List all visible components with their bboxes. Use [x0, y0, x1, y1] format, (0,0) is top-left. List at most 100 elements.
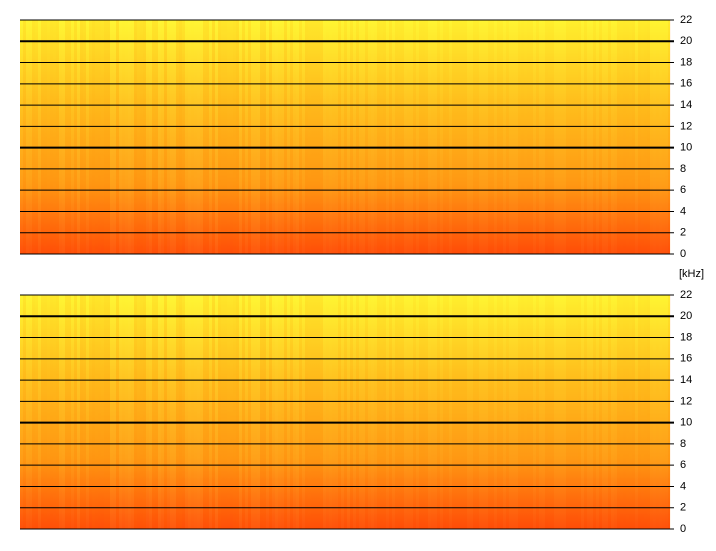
texture-stripe	[629, 295, 632, 529]
texture-stripe	[446, 295, 449, 529]
texture-stripe	[74, 295, 77, 529]
texture-stripe	[566, 20, 569, 254]
texture-stripe	[299, 295, 302, 529]
texture-stripe	[497, 20, 500, 254]
texture-stripe	[242, 20, 245, 254]
texture-stripe	[191, 295, 194, 529]
texture-stripe	[161, 20, 164, 254]
texture-stripe	[395, 295, 398, 529]
texture-stripe	[38, 20, 41, 254]
texture-stripe	[275, 295, 278, 529]
texture-stripe	[536, 20, 539, 254]
texture-stripe	[203, 295, 206, 529]
texture-stripe	[233, 20, 236, 254]
texture-stripe	[92, 20, 95, 254]
texture-stripe	[278, 295, 281, 529]
texture-stripe	[113, 20, 116, 254]
texture-stripe	[608, 20, 611, 254]
texture-stripe	[224, 295, 227, 529]
texture-stripe	[44, 20, 47, 254]
texture-stripe	[662, 295, 665, 529]
texture-stripe	[347, 20, 350, 254]
texture-stripe	[293, 20, 296, 254]
y-tick-label: 6	[680, 459, 686, 471]
texture-stripe	[527, 295, 530, 529]
texture-stripe	[500, 295, 503, 529]
texture-stripe	[473, 295, 476, 529]
texture-stripe	[416, 295, 419, 529]
texture-stripe	[569, 20, 572, 254]
y-tick-label: 18	[680, 331, 692, 343]
texture-stripe	[554, 20, 557, 254]
texture-stripe	[104, 295, 107, 529]
y-tick-label: 14	[680, 99, 692, 111]
texture-stripe	[560, 295, 563, 529]
texture-stripe	[20, 20, 23, 254]
y-tick-label: 12	[680, 395, 692, 407]
texture-stripe	[269, 20, 272, 254]
texture-stripe	[410, 295, 413, 529]
texture-stripe	[374, 20, 377, 254]
texture-stripe	[152, 295, 155, 529]
texture-stripe	[650, 20, 653, 254]
texture-stripe	[311, 295, 314, 529]
texture-stripe	[89, 295, 92, 529]
texture-stripe	[29, 295, 32, 529]
texture-stripe	[443, 295, 446, 529]
texture-stripe	[620, 295, 623, 529]
texture-stripe	[176, 295, 179, 529]
texture-stripe	[185, 20, 188, 254]
y-tick-label: 4	[680, 480, 686, 492]
texture-stripe	[473, 20, 476, 254]
texture-stripe	[434, 20, 437, 254]
texture-stripe	[614, 295, 617, 529]
texture-stripe	[548, 20, 551, 254]
texture-stripe	[512, 20, 515, 254]
texture-stripe	[368, 295, 371, 529]
texture-stripe	[86, 20, 89, 254]
texture-stripe	[227, 295, 230, 529]
texture-stripe	[578, 295, 581, 529]
texture-stripe	[131, 20, 134, 254]
texture-stripe	[596, 20, 599, 254]
spectrogram-image	[20, 20, 670, 254]
texture-stripe	[251, 295, 254, 529]
texture-stripe	[293, 295, 296, 529]
texture-stripe	[50, 20, 53, 254]
texture-stripe	[542, 295, 545, 529]
texture-stripe	[284, 20, 287, 254]
texture-stripe	[659, 295, 662, 529]
texture-stripe	[575, 20, 578, 254]
texture-stripe	[659, 20, 662, 254]
texture-stripe	[542, 20, 545, 254]
texture-stripe	[587, 295, 590, 529]
texture-stripe	[590, 295, 593, 529]
texture-stripe	[320, 20, 323, 254]
texture-stripe	[167, 20, 170, 254]
texture-stripe	[275, 20, 278, 254]
texture-stripe	[581, 20, 584, 254]
texture-stripe	[656, 20, 659, 254]
texture-stripe	[125, 295, 128, 529]
texture-stripe	[56, 20, 59, 254]
y-tick-label: 8	[680, 163, 686, 175]
texture-stripe	[248, 295, 251, 529]
texture-stripe	[71, 20, 74, 254]
y-tick-label: 10	[680, 417, 692, 429]
texture-stripe	[302, 295, 305, 529]
texture-stripe	[206, 295, 209, 529]
texture-stripe	[599, 20, 602, 254]
texture-stripe	[590, 20, 593, 254]
texture-stripe	[404, 295, 407, 529]
texture-stripe	[485, 295, 488, 529]
texture-stripe	[143, 20, 146, 254]
texture-stripe	[569, 295, 572, 529]
y-tick-label: 14	[680, 374, 692, 386]
texture-stripe	[116, 20, 119, 254]
texture-stripe	[38, 295, 41, 529]
texture-stripe	[161, 295, 164, 529]
texture-stripe	[182, 20, 185, 254]
texture-stripe	[332, 20, 335, 254]
texture-stripe	[92, 295, 95, 529]
texture-stripe	[341, 20, 344, 254]
